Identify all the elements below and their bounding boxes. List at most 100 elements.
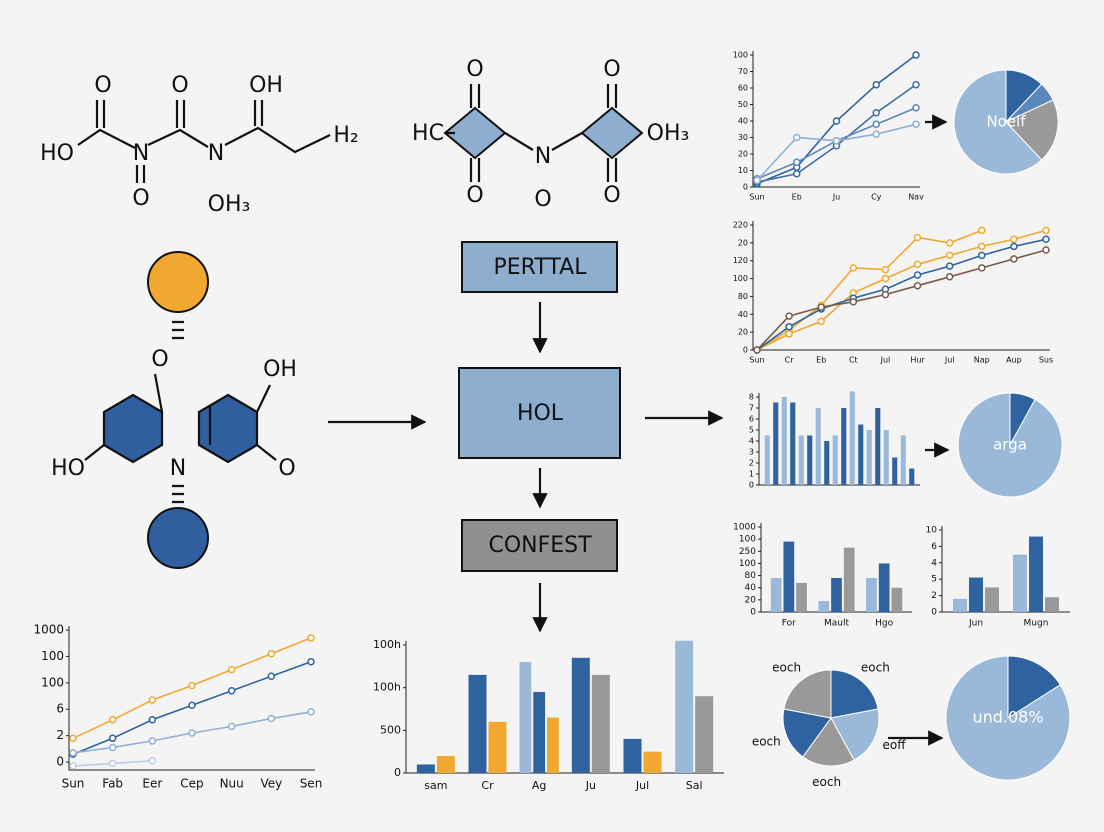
- line-series: [756, 229, 983, 351]
- marker: [148, 716, 157, 724]
- marker: [753, 176, 761, 185]
- orange-atom: [147, 251, 209, 313]
- x-tick-label: Nuu: [220, 777, 244, 791]
- slice-label: eoch: [861, 661, 890, 675]
- atom: OH₃: [208, 192, 251, 217]
- marker: [872, 130, 880, 138]
- y-tick-label: 6: [931, 542, 937, 552]
- marker: [913, 260, 922, 269]
- atom: HO: [51, 456, 85, 481]
- bonds: [77, 126, 331, 154]
- bar: [953, 598, 967, 612]
- marker: [753, 346, 761, 354]
- bar: [891, 587, 903, 612]
- y-tick-label: 0: [56, 755, 64, 769]
- marker: [267, 672, 276, 680]
- bar: [866, 578, 877, 612]
- x-tick-label: Cep: [180, 777, 203, 791]
- marker: [148, 757, 157, 765]
- bar: [883, 430, 889, 485]
- marker: [188, 729, 196, 737]
- y-tick-label: 100: [739, 559, 756, 569]
- marker: [227, 665, 236, 674]
- bar: [798, 435, 804, 485]
- y-tick-label: 0: [394, 766, 401, 779]
- atom: N: [535, 144, 551, 169]
- marker: [785, 312, 793, 320]
- marker: [912, 51, 920, 59]
- marker: [793, 170, 801, 178]
- y-tick-label: 100: [733, 51, 748, 60]
- marker: [978, 242, 986, 251]
- atom: N: [170, 456, 186, 481]
- dashes: [172, 320, 184, 504]
- marker: [1010, 235, 1018, 244]
- bonds: [84, 373, 277, 461]
- x-tick-label: Eer: [142, 777, 162, 791]
- bar: [519, 662, 532, 773]
- flow-box: [461, 519, 618, 572]
- atom: O: [534, 187, 551, 212]
- marker: [849, 298, 858, 306]
- flow-box: [458, 367, 621, 459]
- marker: [881, 265, 890, 274]
- marker: [307, 708, 315, 716]
- y-tick-label: 2: [56, 728, 64, 742]
- blue-atom: [147, 507, 209, 569]
- slice-label: eoch: [772, 661, 801, 675]
- x-tick-label: Sun: [749, 356, 764, 365]
- marker: [1042, 246, 1050, 254]
- bar: [866, 430, 872, 485]
- atom: OH: [263, 357, 297, 382]
- x-tick-label: Cr: [785, 356, 795, 365]
- x-tick-label: sam: [424, 779, 447, 792]
- marker: [267, 714, 276, 723]
- x-tick-label: Nap: [974, 356, 990, 365]
- y-tick-label: 7: [749, 404, 754, 413]
- bar: [591, 674, 610, 773]
- marker: [1010, 242, 1018, 251]
- marker: [872, 109, 880, 117]
- molecule-1: O O OH HO N N H₂ O OH₃: [40, 73, 359, 217]
- y-tick-label: 1: [749, 470, 754, 479]
- bar: [416, 764, 435, 773]
- x-tick-label: Ag: [532, 779, 547, 792]
- marker: [188, 701, 196, 710]
- bar: [764, 435, 770, 485]
- atom: O: [171, 73, 188, 98]
- line-series: [756, 229, 1047, 351]
- bar: [807, 435, 813, 485]
- pie-slice: [957, 392, 1063, 498]
- atom: O: [278, 456, 295, 481]
- y-tick-label: 100: [739, 535, 756, 545]
- bar: [547, 717, 559, 773]
- marker: [913, 271, 922, 279]
- y-tick-label: 50: [738, 100, 748, 109]
- pie-slice: [783, 669, 832, 719]
- x-tick-label: Jul: [635, 779, 649, 792]
- atom: OH₃: [647, 121, 690, 146]
- pie-slice: [802, 717, 855, 767]
- flow-box-label: CONFEST: [488, 533, 592, 558]
- marker: [1042, 226, 1050, 235]
- y-tick-label: 0: [743, 346, 748, 355]
- x-tick-label: Aup: [1006, 356, 1022, 365]
- y-tick-label: 10: [738, 166, 748, 175]
- bar: [643, 751, 662, 773]
- bar: [832, 435, 838, 485]
- x-tick-label: Sun: [62, 777, 85, 791]
- y-tick-label: 2: [749, 459, 754, 468]
- marker: [785, 323, 793, 331]
- x-tick-label: Sen: [300, 777, 323, 791]
- x-tick-label: Sun: [749, 193, 764, 202]
- atom: O: [603, 57, 620, 82]
- pie-slice: [953, 69, 1043, 175]
- x-tick-label: Fab: [102, 777, 123, 791]
- marker: [913, 281, 922, 290]
- bar: [985, 587, 999, 612]
- atom: O: [603, 183, 620, 208]
- x-tick-label: Cy: [871, 193, 882, 202]
- y-tick-label: 5: [931, 575, 937, 585]
- y-tick-label: 80: [738, 292, 748, 301]
- bonds: [445, 131, 583, 151]
